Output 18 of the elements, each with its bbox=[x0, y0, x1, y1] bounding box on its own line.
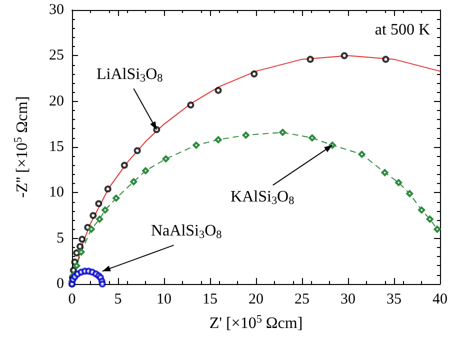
x-tick-label: 25 bbox=[294, 292, 310, 308]
x-tick-label: 15 bbox=[202, 292, 218, 308]
x-tick-label: 20 bbox=[248, 292, 264, 308]
y-tick-label: 20 bbox=[49, 93, 64, 110]
x-tick-label: 10 bbox=[156, 292, 172, 308]
y-tick-label: 25 bbox=[49, 48, 64, 64]
y-tick-label: 30 bbox=[49, 2, 64, 18]
y-tick-label: 15 bbox=[49, 139, 64, 155]
annotation: at 500 K bbox=[374, 22, 430, 38]
x-tick-label: 40 bbox=[432, 292, 448, 308]
x-tick-label: 30 bbox=[340, 292, 356, 308]
x-tick-label: 5 bbox=[114, 292, 122, 308]
y-tick-label: 5 bbox=[56, 230, 64, 246]
y-tick-label: 10 bbox=[49, 184, 64, 201]
y-axis-title: -Z'' [×105 Ωcm] bbox=[12, 96, 31, 198]
y-tick-label: 0 bbox=[56, 276, 64, 292]
x-tick-label: 0 bbox=[68, 292, 76, 308]
x-tick-label: 35 bbox=[386, 292, 402, 308]
